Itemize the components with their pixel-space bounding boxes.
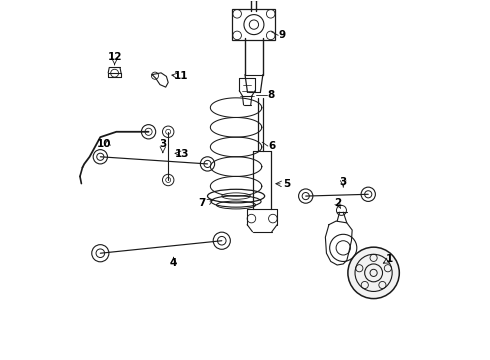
Text: 8: 8: [268, 90, 275, 100]
Text: 6: 6: [268, 141, 275, 151]
Text: 10: 10: [97, 139, 111, 149]
Text: 1: 1: [386, 253, 393, 264]
Circle shape: [348, 247, 399, 298]
FancyBboxPatch shape: [232, 9, 275, 40]
Text: 2: 2: [334, 198, 342, 208]
Text: 9: 9: [279, 30, 286, 40]
Text: 3: 3: [340, 177, 347, 187]
Text: 7: 7: [198, 198, 206, 208]
Text: 5: 5: [284, 179, 291, 189]
Text: 11: 11: [173, 71, 188, 81]
Text: 13: 13: [175, 149, 190, 159]
Text: 3: 3: [159, 139, 167, 149]
Text: 12: 12: [107, 53, 122, 63]
Text: 4: 4: [170, 258, 177, 268]
